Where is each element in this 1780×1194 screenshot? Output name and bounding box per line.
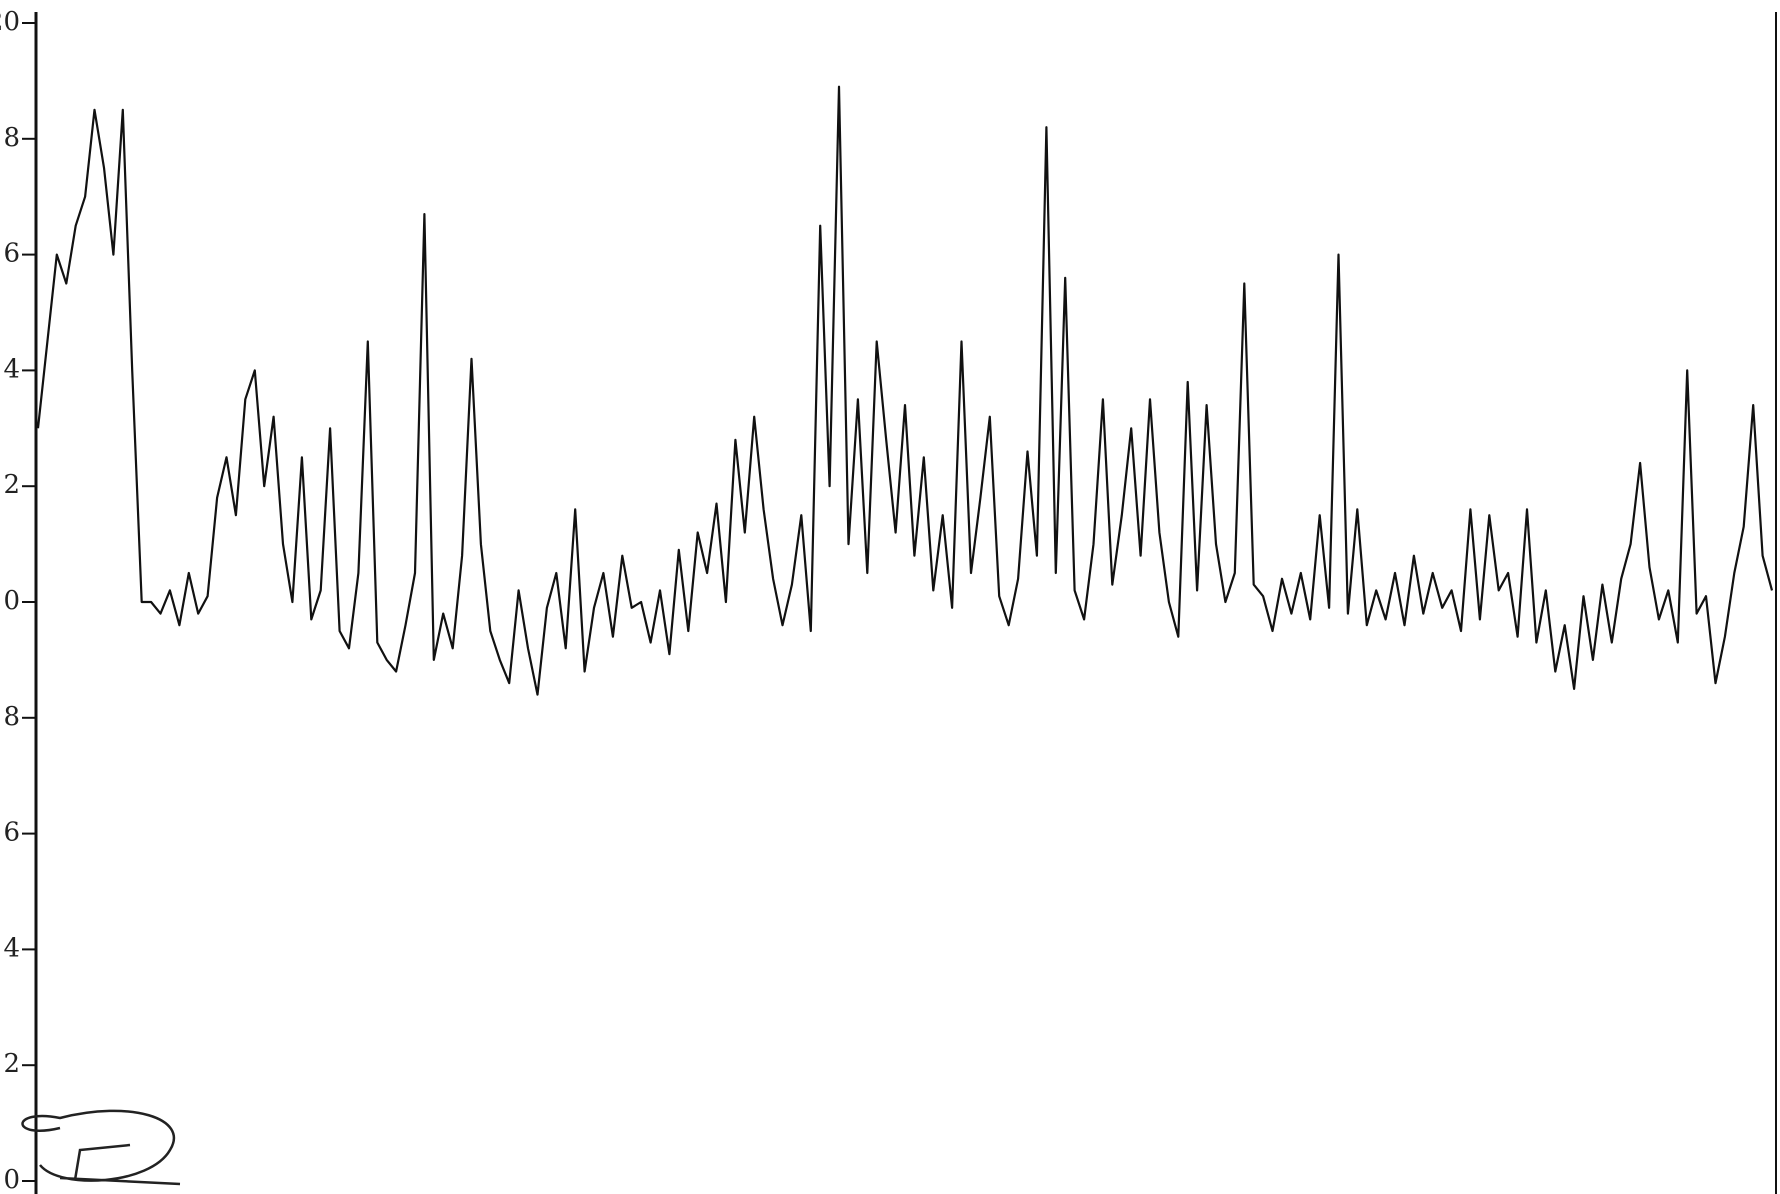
y-tick-label: 8: [3, 702, 20, 732]
y-tick-label: 20: [0, 7, 20, 37]
y-tick-label: 6: [3, 818, 20, 848]
y-tick-label: 12: [0, 470, 20, 500]
scribble: [21, 1109, 181, 1186]
y-tick-label: 16: [0, 239, 20, 269]
y-tick-label: 18: [0, 123, 20, 153]
y-tick-label: 2: [3, 1049, 20, 1079]
y-tick-label: 14: [0, 354, 20, 384]
signal-line: [36, 85, 1774, 696]
y-tick-label: 10: [0, 586, 20, 616]
y-tick-label: 4: [3, 933, 20, 963]
y-tick-label: 0: [3, 1165, 20, 1194]
